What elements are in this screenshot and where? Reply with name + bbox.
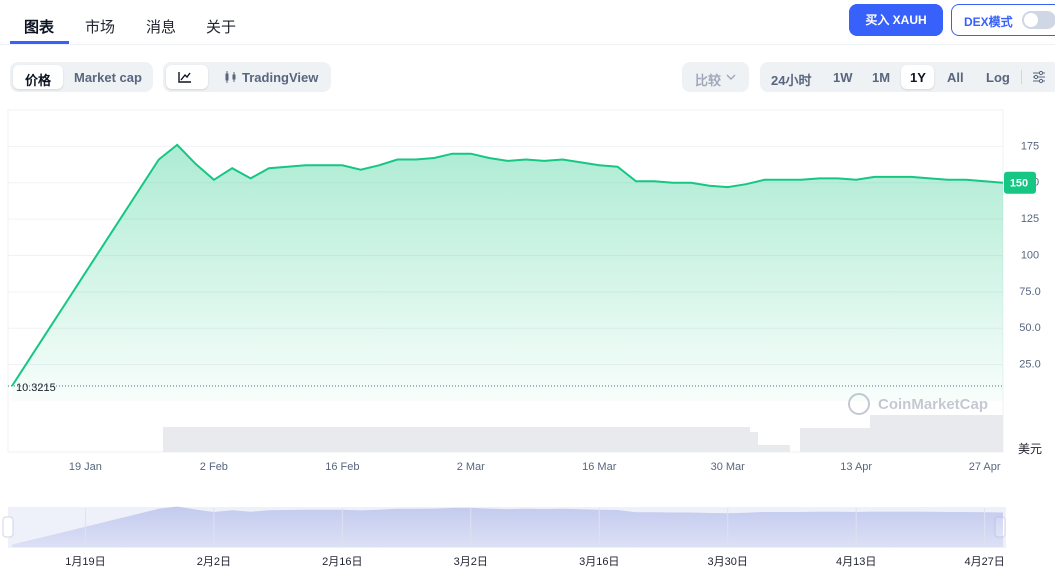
navigator-label: 4月27日 <box>964 556 1004 568</box>
price-line <box>11 143 1004 387</box>
x-tick-label: 27 Apr <box>969 461 1001 473</box>
range-option[interactable]: 1M <box>872 70 891 85</box>
start-price-label: 10.3215 <box>16 382 56 394</box>
tab-underline <box>10 41 69 44</box>
price-area <box>12 144 1003 401</box>
settings-icon[interactable] <box>1032 70 1046 84</box>
navigator-label: 3月2日 <box>454 556 488 568</box>
navigator-label: 1月19日 <box>65 556 105 568</box>
x-tick-label: 13 Apr <box>840 461 872 473</box>
x-tick-label: 16 Mar <box>582 461 617 473</box>
buy-button[interactable]: 买入 XAUH <box>849 4 943 36</box>
tradingview-option[interactable]: TradingView <box>242 70 319 85</box>
tab[interactable]: 消息 <box>146 19 177 36</box>
navigator-handle[interactable] <box>2 516 14 538</box>
y-tick-label: 75.0 <box>1019 286 1040 298</box>
y-tick-label: 25.0 <box>1019 359 1040 371</box>
toggle[interactable] <box>1022 11 1055 29</box>
compare-dropdown[interactable]: 比较 <box>682 62 749 92</box>
x-tick-label: 19 Jan <box>69 461 102 473</box>
tab[interactable]: 关于 <box>206 19 237 36</box>
range-option[interactable]: All <box>947 70 964 85</box>
navigator-label: 3月16日 <box>579 556 619 568</box>
navigator-area <box>12 506 1003 547</box>
current-price-tag <box>1004 171 1036 194</box>
volume-area <box>163 415 1003 452</box>
tab[interactable]: 市场 <box>85 19 116 36</box>
range-selector: 24小时 1W 1M 1Y All Log <box>760 62 1055 92</box>
divider <box>0 44 1055 45</box>
navigator-label: 3月30日 <box>708 556 748 568</box>
x-tick-label: 30 Mar <box>711 461 746 473</box>
view-toggle: TradingView <box>163 62 331 92</box>
range-option[interactable]: 24小时 <box>771 73 812 88</box>
x-tick-label: 16 Feb <box>325 461 359 473</box>
price-toggle: 价格 Market cap <box>10 62 153 92</box>
x-tick-label: 2 Feb <box>200 461 228 473</box>
price-option[interactable]: 价格 <box>25 73 52 88</box>
tab[interactable]: 图表 <box>24 19 55 36</box>
y-tick-label: 125 <box>1021 213 1039 225</box>
current-price-label: 150 <box>1010 178 1028 190</box>
compare-label: 比较 <box>695 73 722 88</box>
currency-label: 美元 <box>1018 442 1042 456</box>
navigator-label: 2月16日 <box>322 556 362 568</box>
y-tick-label: 100 <box>1021 249 1039 261</box>
line-icon[interactable] <box>177 70 193 84</box>
marketcap-option[interactable]: Market cap <box>74 70 142 85</box>
navigator-label: 4月13日 <box>836 556 876 568</box>
range-option[interactable]: 1Y <box>910 70 926 85</box>
y-tick-label: 175 <box>1021 140 1039 152</box>
dex-label: DEX模式 <box>964 15 1013 29</box>
dex-mode-button[interactable]: DEX模式 <box>951 4 1055 36</box>
x-tick-label: 2 Mar <box>457 461 485 473</box>
navigator-label: 2月2日 <box>197 556 231 568</box>
candle-icon <box>225 71 236 83</box>
range-option[interactable]: Log <box>986 70 1010 85</box>
range-option[interactable]: 1W <box>833 70 853 85</box>
y-tick-label: 50.0 <box>1019 322 1040 334</box>
